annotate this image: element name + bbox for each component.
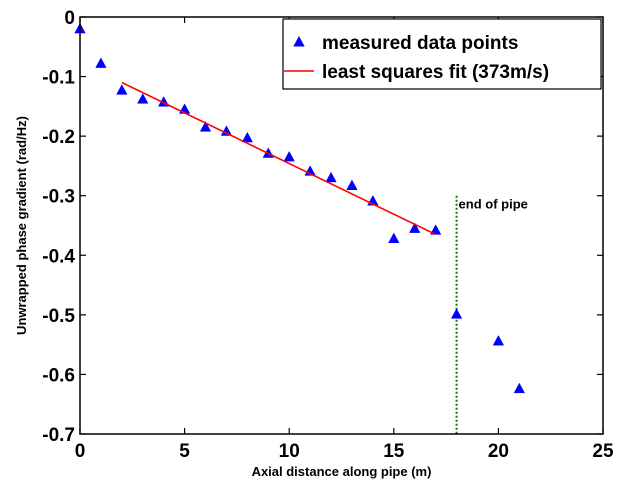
data-point-triangle: [325, 171, 337, 183]
data-point-triangle: [388, 232, 400, 243]
data-point-triangle: [283, 150, 295, 162]
data-point-triangle: [199, 121, 212, 132]
x-tick-label: 25: [592, 441, 614, 462]
legend-label-measured: measured data points: [322, 33, 518, 54]
y-tick-label: -0.2: [42, 127, 75, 148]
y-tick-label: 0: [64, 8, 75, 29]
y-tick-label: -0.5: [42, 306, 75, 327]
y-tick-label: -0.1: [42, 68, 75, 89]
data-point-triangle: [95, 57, 107, 68]
data-point-triangle: [409, 222, 421, 233]
x-tick-label: 15: [383, 441, 405, 462]
legend-label-fit: least squares fit (373m/s): [322, 62, 549, 83]
data-point-triangle: [450, 308, 463, 319]
legend-box: [282, 18, 602, 90]
x-axis-title: Axial distance along pipe (m): [252, 464, 432, 479]
plot-layer: end of pipe: [74, 22, 528, 434]
plot-frame: [79, 16, 604, 435]
x-axis-ticks: 0 5 10 15 20 25: [75, 17, 614, 462]
x-tick-label: 10: [279, 441, 300, 462]
x-tick-label: 5: [179, 441, 190, 462]
y-axis-title: Unwrapped phase gradient (rad/Hz): [14, 116, 29, 335]
data-point-triangle: [116, 84, 128, 95]
end-of-pipe-label: end of pipe: [459, 197, 528, 212]
x-tick-label: 20: [488, 441, 509, 462]
y-axis-ticks: 0 -0.1 -0.2 -0.3 -0.4 -0.5 -0.6 -0.7: [42, 8, 603, 446]
data-point-triangle: [137, 93, 149, 104]
axes-layer: 0 5 10 15 20 25 0 -0.1 -0.2 -0.3 -0.4 -0.5 -0.6 -0.7…: [14, 8, 614, 479]
fit-line: [121, 81, 436, 236]
y-tick-label: -0.3: [42, 187, 75, 208]
legend-marker-triangle: [293, 36, 305, 47]
y-tick-label: -0.6: [42, 365, 75, 386]
data-point-triangle: [513, 382, 525, 394]
data-point-triangle: [241, 131, 254, 143]
data-point-triangle: [492, 335, 505, 346]
legend: measured data points least squares fit (…: [282, 18, 602, 90]
data-point-triangle: [346, 179, 358, 190]
data-point-triangle: [220, 125, 233, 136]
y-tick-label: -0.4: [42, 246, 75, 267]
y-tick-label: -0.7: [42, 425, 75, 446]
x-tick-label: 0: [75, 441, 86, 462]
